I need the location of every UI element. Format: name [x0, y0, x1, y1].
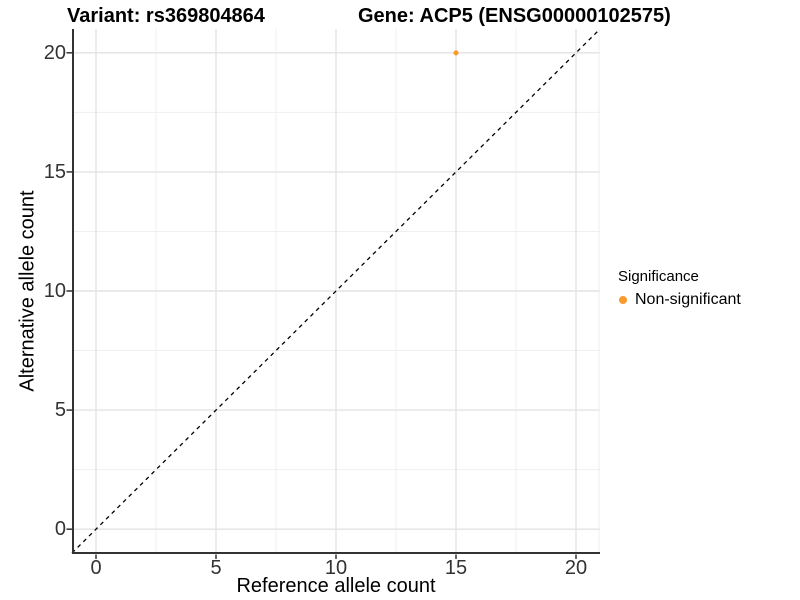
y-tick-label: 0: [54, 518, 66, 541]
x-tick-label: 10: [324, 557, 348, 579]
legend-item-non-significant: Non-significant: [614, 291, 741, 309]
x-tick-label: 0: [90, 557, 102, 579]
y-tick-label: 5: [54, 399, 66, 422]
plot-title-variant: Variant: rs369804864: [67, 5, 265, 27]
legend-item-label: Non-significant: [635, 291, 741, 308]
legend-point-icon: [619, 296, 627, 304]
legend-title: Significance: [618, 268, 699, 285]
x-tick-label: 5: [210, 557, 222, 579]
data-point: [453, 50, 459, 56]
identity-line: [71, 28, 601, 554]
y-tick-label: 10: [43, 280, 66, 302]
x-tick-label: 20: [564, 557, 588, 579]
x-axis-title: Reference allele count: [236, 575, 436, 597]
y-tick-label: 20: [43, 41, 66, 64]
legend: Significance Non-significant: [614, 268, 741, 309]
plot-title-gene: Gene: ACP5 (ENSG00000102575): [358, 5, 671, 27]
x-tick-label: 15: [444, 557, 468, 579]
y-tick-label: 15: [43, 160, 66, 183]
